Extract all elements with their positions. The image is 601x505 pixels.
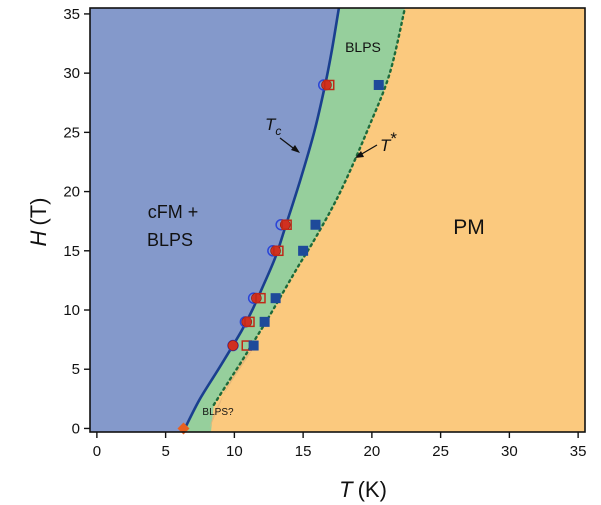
x-tick-label: 5 — [161, 443, 169, 460]
tstar-arrow — [359, 144, 378, 156]
tstar-boundary-line — [212, 8, 407, 406]
filled-square-point — [270, 293, 281, 304]
x-tick-label: 15 — [295, 443, 312, 460]
y-tick-label: 15 — [63, 243, 80, 260]
region-blps — [184, 8, 405, 432]
label-cfm-line2: BLPS — [147, 230, 193, 250]
x-tick-label: 10 — [226, 443, 243, 460]
x-tick-label: 25 — [432, 443, 449, 460]
filled-circle-point — [321, 79, 332, 91]
y-axis-unit: (T) — [26, 198, 51, 226]
label-tc: Tc — [265, 115, 281, 138]
open-square-point — [324, 79, 335, 91]
y-tick-label: 5 — [72, 361, 80, 378]
filled-square-point — [298, 245, 309, 256]
data-markers — [177, 79, 384, 435]
filled-circle-point — [270, 245, 281, 257]
x-axis-variable: T — [339, 477, 354, 502]
y-axis-variable: H — [26, 230, 51, 246]
open-square-point — [281, 219, 292, 230]
filled-circle-point — [241, 316, 253, 328]
open-square-point — [255, 292, 266, 304]
region-cfm-blps — [90, 8, 339, 432]
y-tick-label: 20 — [63, 184, 80, 201]
annotations: cFM + BLPS BLPS PM BLPS? Tc T* — [147, 39, 485, 418]
label-pm: PM — [453, 216, 485, 239]
x-tick-label: 0 — [93, 443, 101, 460]
filled-square-point — [248, 340, 259, 351]
x-tick-label: 35 — [570, 443, 587, 460]
open-square-point — [273, 245, 284, 257]
filled-square-point — [373, 79, 384, 90]
label-blps-uncertain: BLPS? — [202, 407, 234, 418]
x-tick-label: 30 — [501, 443, 518, 460]
tc-arrowhead — [291, 145, 300, 153]
y-tick-label: 30 — [63, 65, 80, 82]
filled-circle-point — [227, 340, 239, 351]
plot-frame — [89, 7, 586, 433]
label-tstar: T* — [380, 129, 397, 155]
label-blps: BLPS — [345, 39, 381, 55]
y-tick-label: 10 — [63, 302, 80, 319]
tstar-arrowhead — [355, 151, 364, 158]
filled-square-point — [259, 316, 270, 327]
y-tick-label: 0 — [72, 420, 80, 437]
phase-regions — [90, 8, 585, 432]
open-square-point — [244, 316, 255, 328]
x-axis-unit: (K) — [358, 477, 387, 502]
y-tick-label: 25 — [63, 124, 80, 141]
x-axis-title: T (K) — [339, 477, 387, 502]
label-cfm-line1: cFM + — [148, 202, 199, 222]
filled-square-point — [310, 219, 321, 230]
axes: 0 5 10 15 20 25 30 35 0 5 10 15 20 25 30 35 — [63, 6, 586, 460]
y-tick-label: 35 — [63, 6, 80, 23]
y-axis-title: H (T) — [26, 198, 51, 247]
x-tick-label: 20 — [364, 443, 381, 460]
